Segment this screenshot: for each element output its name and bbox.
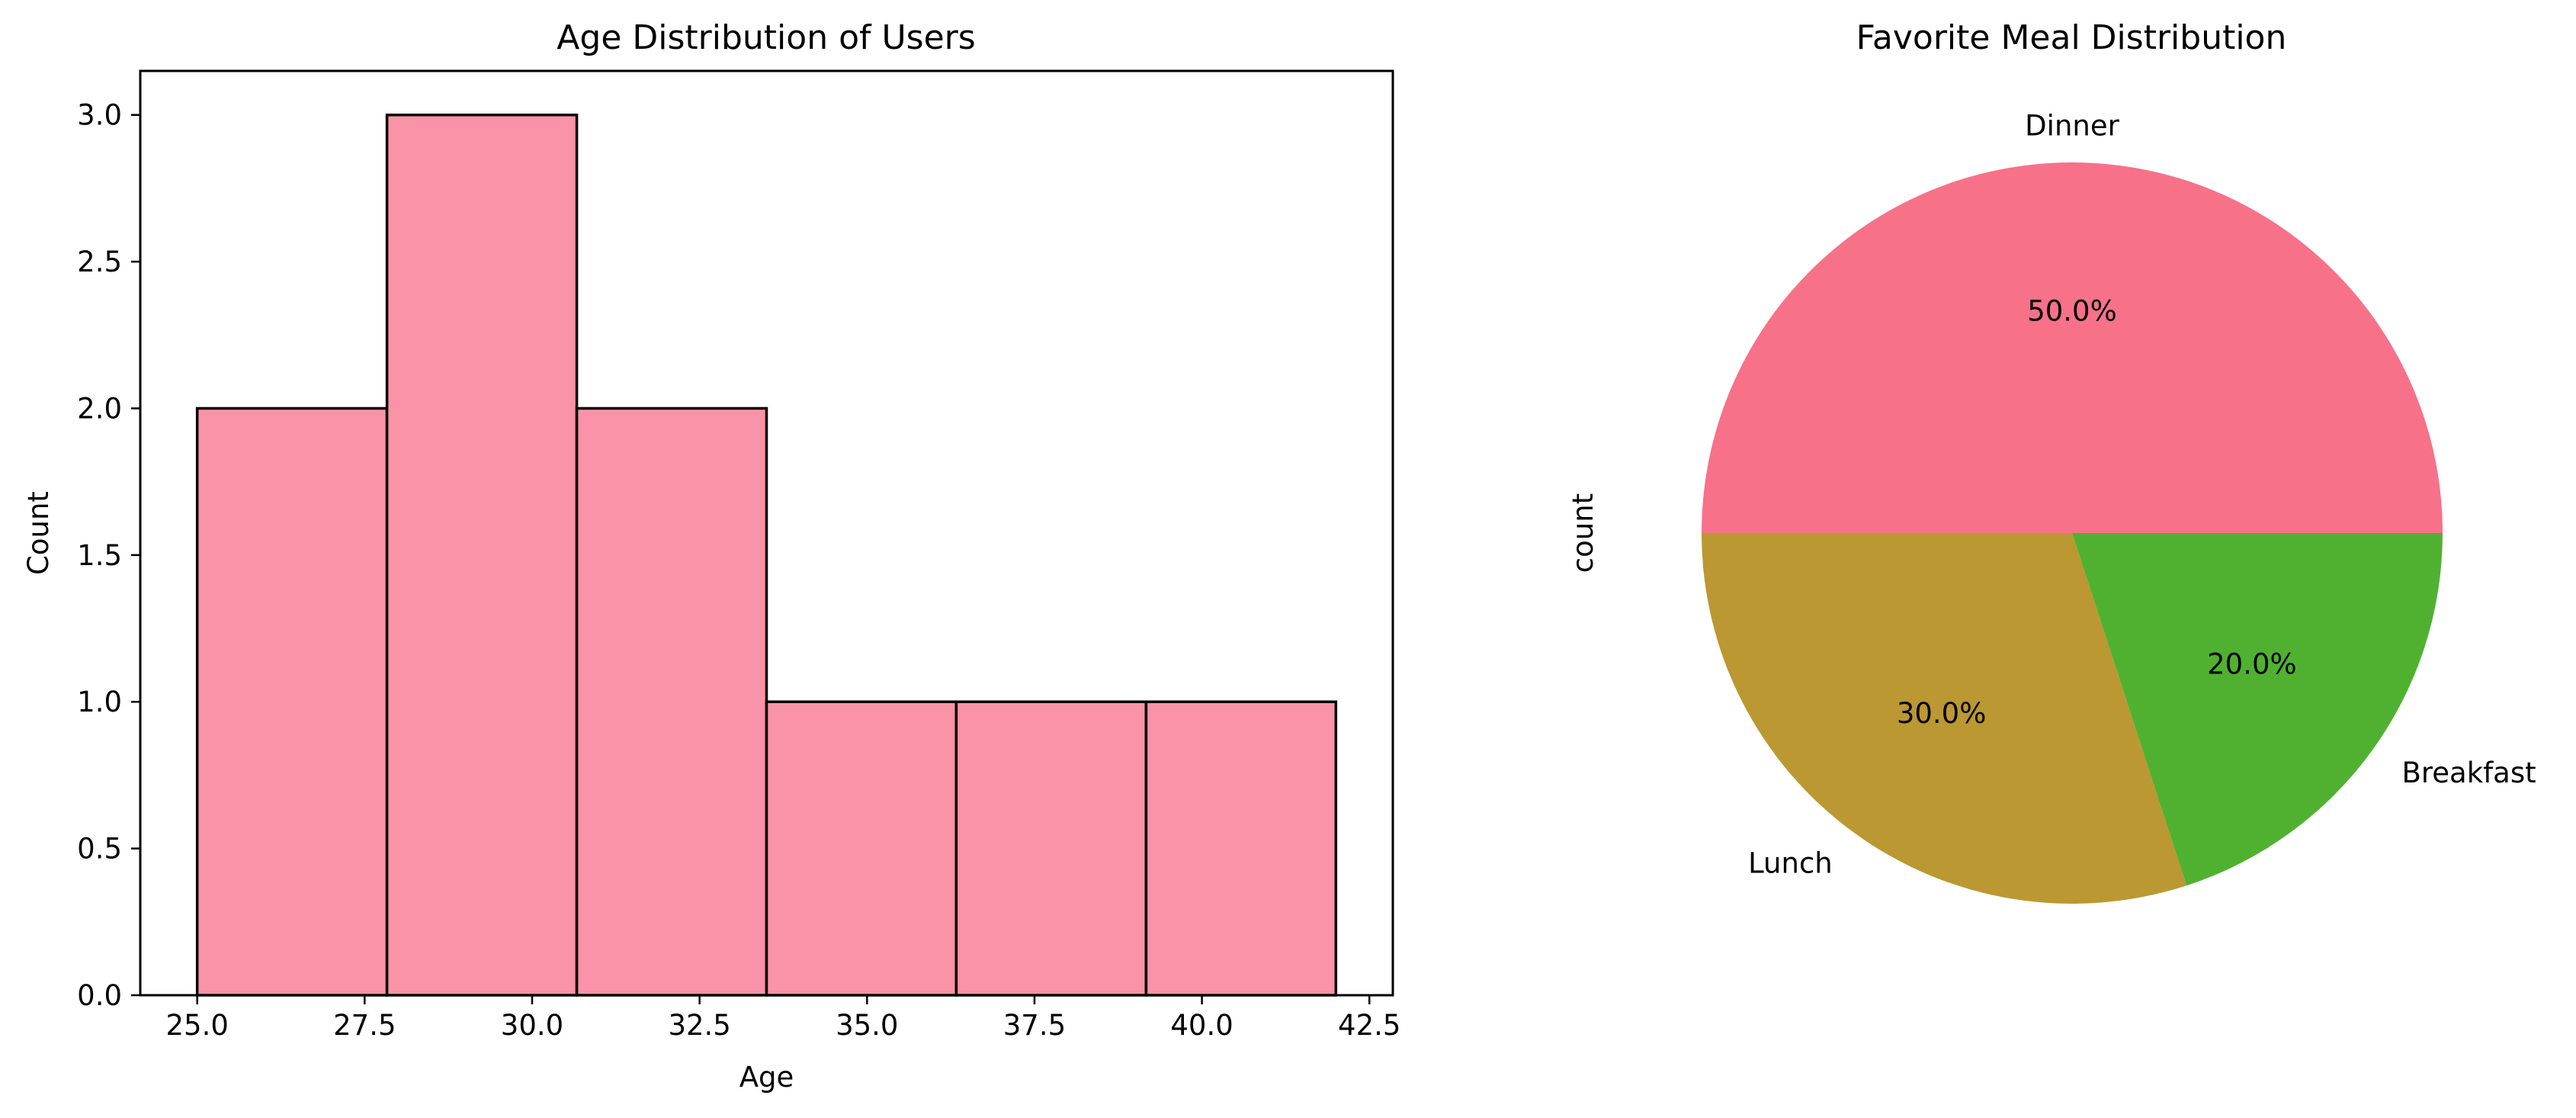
pie-title: Favorite Meal Distribution	[1856, 18, 2287, 57]
histogram-x-axis-label: Age	[739, 1061, 794, 1094]
y-tick-label: 1.5	[77, 539, 122, 572]
histogram-bar	[954, 700, 1148, 997]
pie-slices	[1702, 162, 2443, 904]
histogram-panel: Age Distribution of Users 25.0 27.5 30.0 32…	[22, 18, 1400, 1094]
histogram-x-ticks: 25.0 27.5 30.0 32.5 35.0 37.5 40.0 42.5	[165, 995, 1400, 1042]
x-tick-label: 35.0	[836, 1009, 898, 1042]
histogram-y-ticks: 0.0 0.5 1.0 1.5 2.0 2.5 3.0	[77, 99, 140, 1012]
histogram-title: Age Distribution of Users	[557, 18, 975, 57]
pie-slice-lunch	[1702, 533, 2187, 904]
y-tick-label: 2.0	[77, 392, 122, 425]
histogram-bar	[385, 113, 579, 997]
histogram-bar	[195, 406, 389, 997]
histogram-y-axis-label: Count	[22, 491, 55, 575]
pie-percent-label: 50.0%	[2027, 294, 2117, 327]
y-tick-label: 1.0	[77, 686, 122, 718]
y-tick-label: 2.5	[77, 246, 122, 278]
x-tick-label: 27.5	[333, 1009, 396, 1042]
y-tick-label: 3.0	[77, 99, 122, 132]
pie-slice-breakfast	[2072, 533, 2443, 886]
histogram-bar	[575, 406, 768, 997]
x-tick-label: 40.0	[1170, 1009, 1233, 1042]
histogram-axes-frame	[139, 69, 1394, 997]
x-tick-label: 37.5	[1003, 1009, 1066, 1042]
pie-y-axis-label: count	[1567, 493, 1599, 573]
pie-labels: Dinner 50.0% Lunch 30.0% Breakfast 20.0%	[1748, 109, 2536, 879]
pie-category-label: Dinner	[2025, 109, 2119, 142]
histogram-bars	[195, 113, 1338, 997]
pie-percent-label: 20.0%	[2207, 647, 2297, 680]
x-tick-label: 42.5	[1338, 1009, 1400, 1042]
pie-panel: Favorite Meal Distribution count Dinner 5…	[1567, 18, 2536, 904]
pie-slice-dinner	[1702, 162, 2443, 533]
pie-category-label: Lunch	[1748, 847, 1833, 880]
histogram-bar	[1144, 700, 1338, 997]
pie-category-label: Breakfast	[2402, 757, 2536, 789]
x-tick-label: 32.5	[668, 1009, 730, 1042]
x-tick-label: 25.0	[165, 1009, 228, 1042]
x-tick-label: 30.0	[501, 1009, 563, 1042]
y-tick-label: 0.5	[77, 833, 122, 866]
y-tick-label: 0.0	[77, 979, 122, 1012]
histogram-bar	[765, 700, 958, 997]
pie-percent-label: 30.0%	[1897, 697, 1987, 730]
